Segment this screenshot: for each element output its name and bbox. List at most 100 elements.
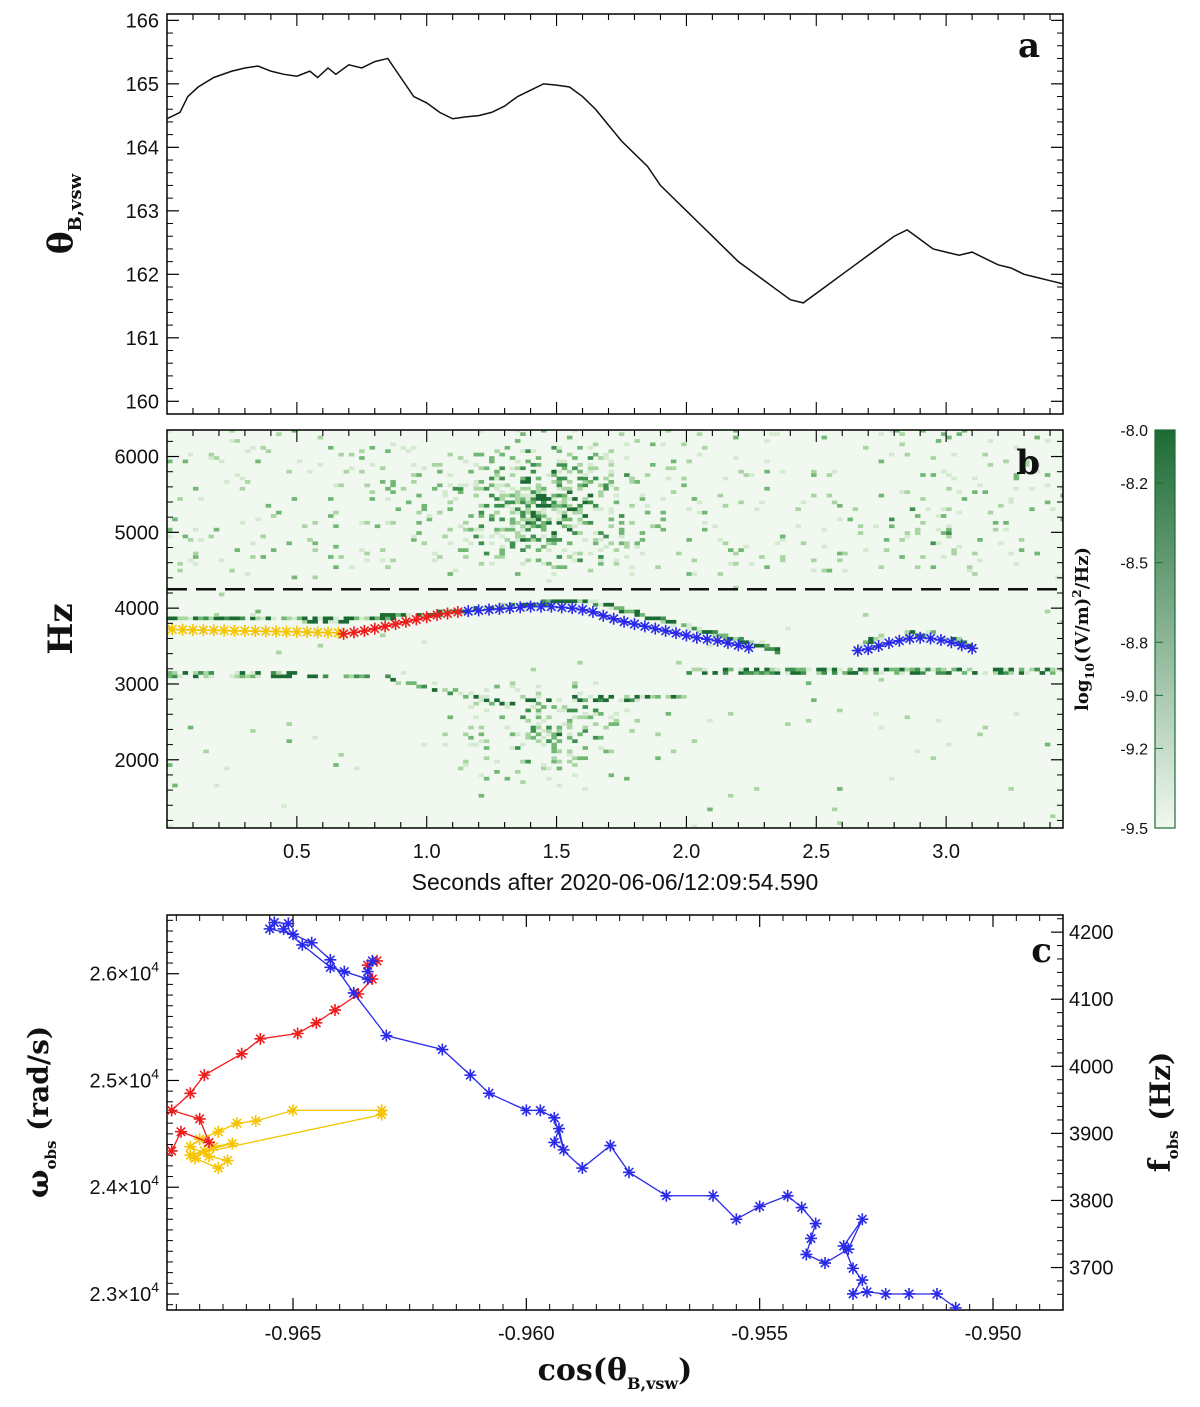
spectrogram-cell xyxy=(530,729,537,733)
red-point xyxy=(291,1027,304,1040)
spectrogram-cell xyxy=(447,483,453,488)
spectrogram-cell xyxy=(852,507,859,512)
spectrogram-cell xyxy=(608,480,615,484)
spectrogram-cell xyxy=(556,507,563,512)
spectrogram-cell xyxy=(577,531,583,535)
spectrogram-cell xyxy=(385,565,391,570)
spectrogram-cell xyxy=(276,650,282,655)
blue-point-glyph xyxy=(361,965,374,978)
spectrogram-cell xyxy=(873,524,879,529)
spectrogram-cell xyxy=(805,718,812,723)
spectrogram-cell xyxy=(499,555,505,559)
spectrogram-cell xyxy=(499,527,505,532)
spectrogram-cell xyxy=(883,548,890,552)
spectrogram-cell xyxy=(1044,439,1051,443)
marker-point xyxy=(597,609,610,622)
spectrogram-cell xyxy=(665,476,672,481)
spectrogram-cell xyxy=(457,490,464,494)
spectrogram-cell xyxy=(535,517,542,522)
spectrogram-cell xyxy=(566,735,573,740)
spectrogram-cell xyxy=(348,565,355,570)
spectrogram-cell xyxy=(348,616,355,621)
spectrogram-cell xyxy=(1044,742,1051,747)
spectrogram-cell xyxy=(400,445,407,450)
spectrogram-cell xyxy=(535,524,542,529)
spectrogram-cell xyxy=(842,671,848,675)
spectrogram-cell xyxy=(847,671,853,675)
spectrogram-cell xyxy=(551,534,557,539)
spectrogram-cell xyxy=(940,507,947,512)
spectrogram-cell xyxy=(515,490,521,494)
spectrogram-cell xyxy=(483,698,490,703)
blue-point-glyph xyxy=(847,1262,859,1275)
spectrogram-cell xyxy=(634,609,640,614)
spectrogram-cell xyxy=(561,459,568,464)
spectrogram-cell xyxy=(691,497,698,501)
spectrogram-cell xyxy=(556,729,563,733)
spectrogram-cell xyxy=(629,698,635,703)
blue-point-glyph xyxy=(842,1243,855,1256)
spectrogram-cell xyxy=(546,548,552,552)
spectrogram-cell xyxy=(966,667,973,672)
spectrogram-cell xyxy=(520,527,526,532)
spectrogram-cell xyxy=(494,770,500,774)
spectrogram-cell xyxy=(250,616,256,621)
spectrogram-cell xyxy=(411,473,417,477)
spectrogram-cell xyxy=(509,527,516,532)
spectrogram-cell xyxy=(956,667,963,672)
marker-point-glyph xyxy=(389,618,402,631)
spectrogram-cell xyxy=(738,548,744,552)
spectrogram-cell xyxy=(837,667,843,672)
spectrogram-cell xyxy=(743,667,750,672)
spectrogram-cell xyxy=(800,671,807,675)
yellow-point xyxy=(184,1140,197,1153)
spectrogram-cell xyxy=(509,510,516,515)
spectrogram-cell xyxy=(390,520,396,525)
spectrogram-cell xyxy=(561,476,568,481)
spectrogram-cell xyxy=(535,514,542,518)
red-point-glyph xyxy=(193,1112,206,1125)
spectrogram-cell xyxy=(515,459,521,464)
spectrogram-cell xyxy=(348,674,355,679)
blue-point-glyph xyxy=(903,1287,915,1300)
spectrogram-cell xyxy=(691,739,698,744)
spectrogram-cell xyxy=(691,572,698,576)
spectrogram-cell xyxy=(665,712,672,716)
spectrogram-cell xyxy=(452,497,459,501)
spectrogram-cell xyxy=(977,558,983,563)
spectrogram-cell xyxy=(483,551,490,556)
spectrogram-cell xyxy=(431,551,438,556)
spectrogram-cell xyxy=(561,599,568,604)
spectrogram-cell xyxy=(276,432,282,436)
spectrogram-cell xyxy=(592,735,599,740)
spectrogram-cell xyxy=(317,616,324,621)
spectrogram-cell xyxy=(691,626,698,631)
colorbar-tick-label: -8.5 xyxy=(1120,556,1148,573)
spectrogram-cell xyxy=(696,452,703,457)
spectrogram-cell xyxy=(598,561,604,566)
spectrogram-cell xyxy=(473,486,479,491)
spectrogram-cell xyxy=(587,500,594,505)
spectrogram-cell xyxy=(520,548,526,552)
marker-point xyxy=(659,624,672,637)
b-xtick-label: 1.5 xyxy=(543,841,571,863)
spectrogram-cell xyxy=(270,548,277,552)
yellow-point-glyph xyxy=(184,1149,197,1162)
spectrogram-cell xyxy=(546,698,552,703)
spectrogram-cell xyxy=(250,729,256,733)
spectrogram-cell xyxy=(192,551,199,556)
panel-c-xlabel: cos(θB,vsw) xyxy=(538,1353,693,1393)
spectrogram-cell xyxy=(572,715,578,720)
spectrogram-cell xyxy=(535,712,542,716)
marker-point xyxy=(732,639,745,652)
spectrogram-cell xyxy=(489,541,495,546)
spectrogram-cell xyxy=(972,490,978,494)
spectrogram-cell xyxy=(379,558,386,563)
marker-point xyxy=(607,612,620,625)
spectrogram-cell xyxy=(515,572,521,576)
spectrogram-cell xyxy=(468,725,474,730)
spectrogram-cell xyxy=(873,667,879,672)
panel-c-ticks: 2.3×1042.4×1042.5×1042.6×104370038003900… xyxy=(89,915,1114,1345)
spectrogram-cell xyxy=(634,718,640,723)
spectrogram-cell xyxy=(592,476,599,481)
